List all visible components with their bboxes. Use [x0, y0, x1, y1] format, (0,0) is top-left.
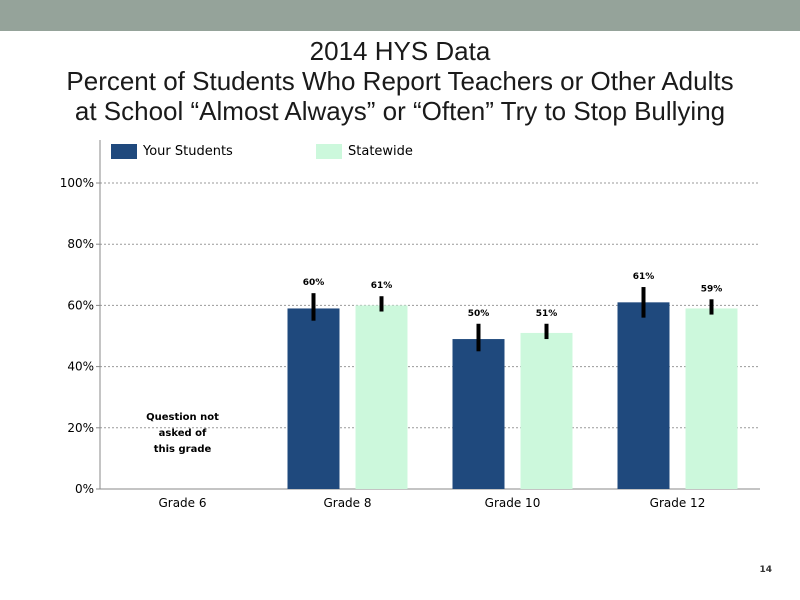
x-tick-label: Grade 6	[158, 496, 206, 510]
bar	[617, 302, 670, 489]
annotation-text: asked of	[159, 428, 207, 439]
y-tick-label: 80%	[67, 237, 94, 251]
slide-title: 2014 HYS Data Percent of Students Who Re…	[0, 36, 800, 126]
bar	[685, 308, 738, 489]
data-label: 60%	[303, 278, 325, 288]
x-tick-label: Grade 10	[485, 496, 541, 510]
y-tick-label: 0%	[75, 482, 94, 496]
legend-swatch-statewide	[316, 143, 342, 159]
header-bar	[0, 0, 800, 31]
data-label: 61%	[371, 281, 393, 291]
bar	[355, 305, 408, 489]
annotation-text: this grade	[154, 444, 212, 455]
y-tick-label: 20%	[67, 421, 94, 435]
legend-item-your-students: Your Students	[111, 142, 233, 160]
legend-item-statewide: Statewide	[316, 142, 413, 160]
data-label: 51%	[536, 309, 558, 319]
title-line-2: Percent of Students Who Report Teachers …	[66, 66, 734, 96]
y-tick-label: 100%	[60, 176, 94, 190]
legend-label-your-students: Your Students	[143, 143, 233, 159]
y-tick-label: 40%	[67, 360, 94, 374]
title-line-1: 2014 HYS Data	[309, 36, 491, 66]
x-tick-label: Grade 12	[650, 496, 706, 510]
legend-label-statewide: Statewide	[348, 143, 413, 159]
legend-swatch-your-students	[111, 143, 137, 159]
data-label: 50%	[468, 309, 490, 319]
bar	[452, 339, 505, 489]
annotation-text: Question not	[146, 412, 219, 423]
y-tick-label: 60%	[67, 298, 94, 312]
bar	[520, 332, 573, 489]
bar	[287, 308, 340, 489]
data-label: 59%	[701, 284, 723, 294]
x-tick-label: Grade 8	[323, 496, 371, 510]
data-label: 61%	[633, 272, 655, 282]
page-number: 14	[759, 565, 772, 575]
title-line-3: at School “Almost Always” or “Often” Try…	[74, 96, 726, 126]
